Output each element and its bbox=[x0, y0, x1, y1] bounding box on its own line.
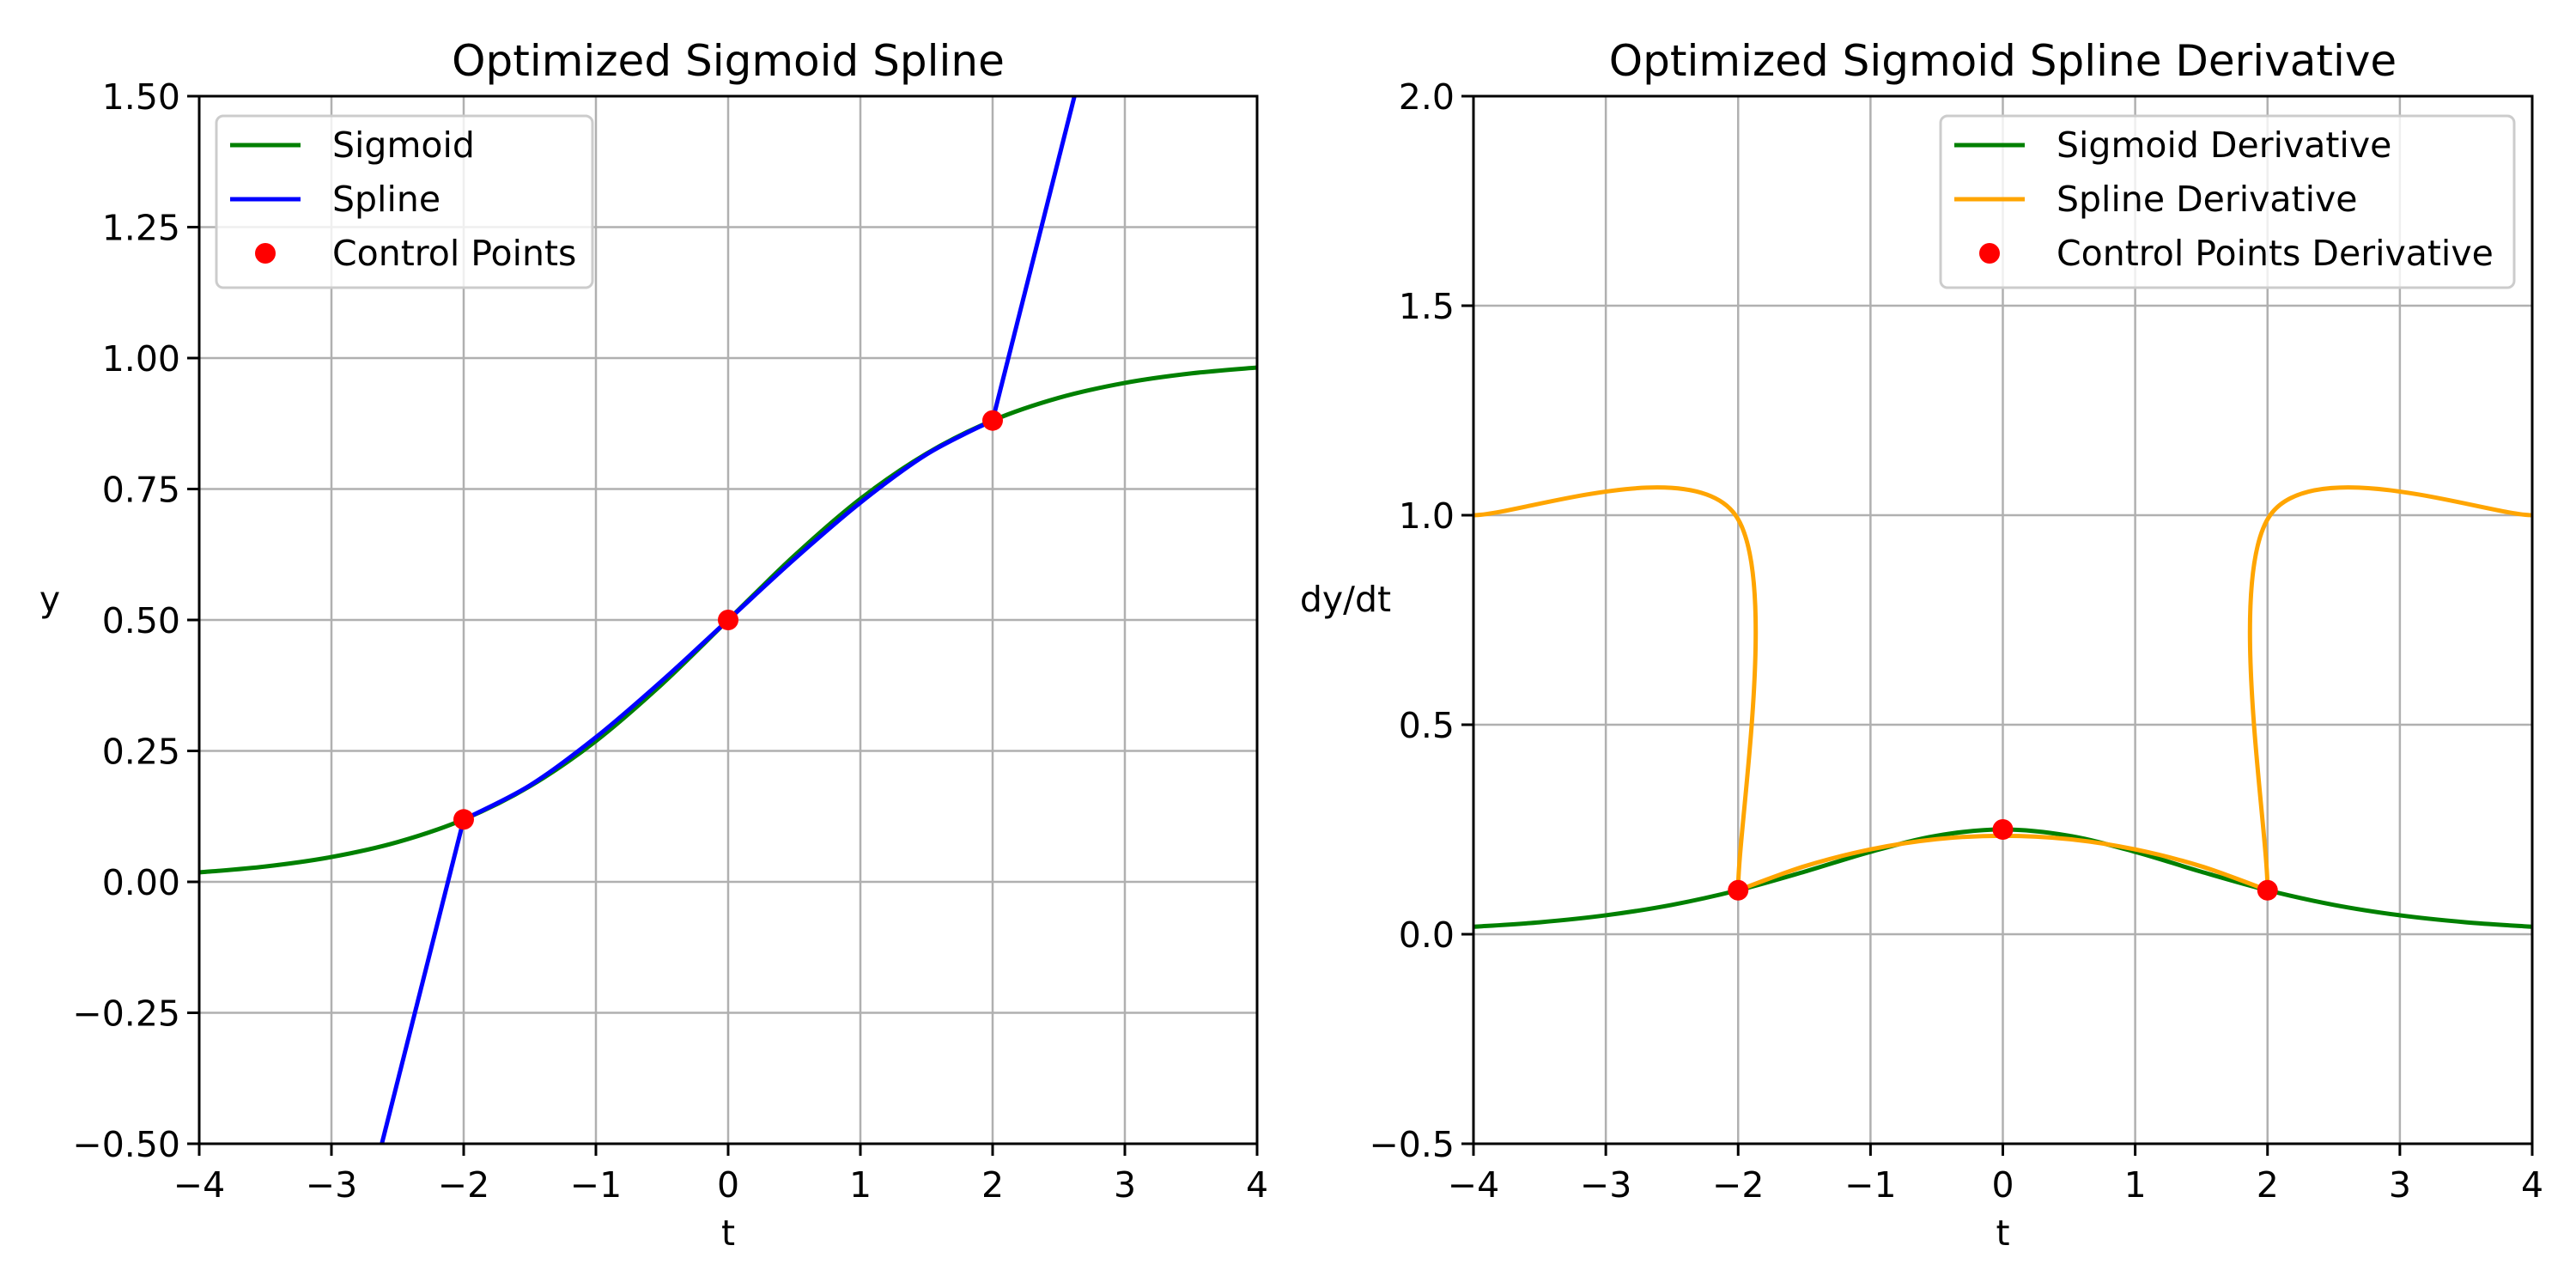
spline-line bbox=[380, 818, 466, 1144]
spline-derivative-line bbox=[1473, 485, 1759, 890]
x-tick-label: 2 bbox=[981, 1164, 1004, 1206]
x-tick-label: −4 bbox=[173, 1164, 225, 1206]
y-tick-label: 0.0 bbox=[1399, 914, 1455, 956]
y-tick-label: 0.50 bbox=[102, 600, 180, 641]
x-tick-label: 3 bbox=[2389, 1164, 2411, 1206]
series-group bbox=[1473, 485, 2532, 929]
y-axis-label: y bbox=[39, 579, 60, 620]
legend-sigmoid-derivative-label: Sigmoid Derivative bbox=[2057, 125, 2391, 166]
axes-frame bbox=[197, 94, 1259, 1145]
x-tick-label: −2 bbox=[438, 1164, 489, 1206]
control-points-derivative-marker bbox=[1728, 879, 1749, 901]
x-tick-label: −1 bbox=[1844, 1164, 1896, 1206]
y-tick-label: 0.5 bbox=[1399, 705, 1455, 746]
legend-control-points-derivative-swatch bbox=[1979, 243, 2000, 264]
y-axis-label: dy/dt bbox=[1300, 579, 1391, 620]
x-tick-label: −3 bbox=[1580, 1164, 1631, 1206]
y-tick-label: −0.5 bbox=[1369, 1124, 1455, 1165]
control-points-derivative-marker bbox=[1992, 819, 2014, 840]
y-tick-label: 1.50 bbox=[102, 76, 180, 118]
x-axis-label: t bbox=[1996, 1212, 2009, 1254]
legend-control-points-swatch bbox=[255, 243, 276, 264]
y-tick-label: 0.75 bbox=[102, 470, 180, 511]
control-points-derivative-marker bbox=[2257, 879, 2278, 901]
control-points-marker bbox=[982, 410, 1003, 431]
control-points-marker bbox=[718, 610, 738, 630]
x-tick-label: 1 bbox=[849, 1164, 872, 1206]
y-tick-label: 0.00 bbox=[102, 862, 180, 903]
legend-spline-derivative-label: Spline Derivative bbox=[2057, 179, 2357, 220]
x-tick-label: 0 bbox=[1991, 1164, 2014, 1206]
x-tick-label: 4 bbox=[1246, 1164, 1268, 1206]
legend-control-points-label: Control Points bbox=[332, 233, 576, 274]
chart-panel-1: −4 −3 −2 −1 0 1 2 3 4 −0.50 −0.25 0.00 0.25 0.50 0.75 1… bbox=[39, 36, 1268, 1254]
legend-control-points-derivative-label: Control Points Derivative bbox=[2057, 233, 2494, 274]
control-points-marker bbox=[453, 809, 474, 830]
y-tick-label: 0.25 bbox=[102, 732, 180, 773]
spline-line bbox=[990, 96, 1077, 422]
x-tick-label: −4 bbox=[1448, 1164, 1499, 1206]
legend-box bbox=[215, 114, 594, 289]
x-tick-label: 0 bbox=[717, 1164, 739, 1206]
x-tick-label: −1 bbox=[570, 1164, 622, 1206]
y-tick-label: 2.0 bbox=[1399, 76, 1455, 118]
legend-spline-label: Spline bbox=[332, 179, 440, 220]
chart-title: Optimized Sigmoid Spline bbox=[452, 36, 1005, 86]
x-tick-label: 4 bbox=[2521, 1164, 2543, 1206]
legend: Sigmoid Spline Control Points bbox=[215, 114, 594, 289]
y-tick-label: 1.00 bbox=[102, 338, 180, 380]
y-tick-label: 1.0 bbox=[1399, 495, 1455, 537]
series-group bbox=[199, 96, 1257, 1144]
x-tick-label: −3 bbox=[306, 1164, 357, 1206]
spline-derivative-line bbox=[2247, 485, 2532, 890]
chart-title: Optimized Sigmoid Spline Derivative bbox=[1609, 36, 2397, 86]
legend-sigmoid-label: Sigmoid bbox=[332, 125, 475, 166]
chart-panel-2: −4 −3 −2 −1 0 1 2 3 4 −0.5 0.0 0.5 1.0 1.5 2.0 Optimize… bbox=[1300, 36, 2543, 1254]
y-tick-label: 1.5 bbox=[1399, 286, 1455, 327]
y-tick-label: 1.25 bbox=[102, 208, 180, 249]
y-tick-label: −0.25 bbox=[72, 993, 180, 1035]
legend: Sigmoid Derivative Spline Derivative Contr… bbox=[1939, 114, 2516, 289]
x-tick-label: 1 bbox=[2124, 1164, 2147, 1206]
x-tick-label: 3 bbox=[1114, 1164, 1136, 1206]
axes-frame bbox=[1472, 94, 2534, 1145]
legend-box bbox=[1939, 114, 2516, 289]
x-tick-label: 2 bbox=[2257, 1164, 2279, 1206]
y-tick-label: −0.50 bbox=[72, 1124, 180, 1165]
x-tick-label: −2 bbox=[1712, 1164, 1764, 1206]
x-axis-label: t bbox=[721, 1212, 735, 1254]
